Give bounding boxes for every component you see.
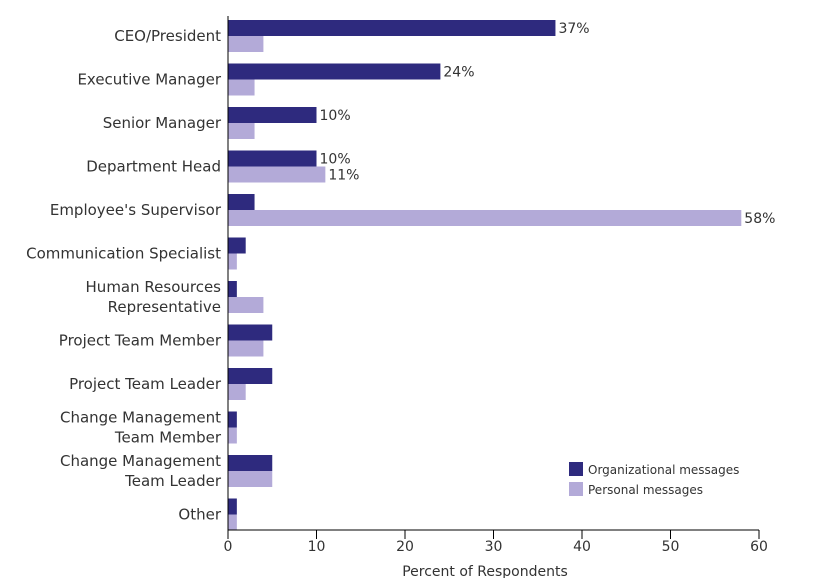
category-label-6-line1: Representative	[108, 298, 221, 316]
bar-personal-2	[228, 123, 255, 139]
x-tick-label-0: 0	[224, 539, 233, 555]
axes: 0 10 20 30 40 50 60	[224, 16, 768, 555]
category-labels: CEO/President Executive Manager Senior Man…	[26, 27, 222, 524]
bar-personal-3	[228, 166, 326, 183]
bar-personal-11	[228, 514, 237, 531]
bar-organizational-11	[228, 498, 237, 515]
bar-organizational-6	[228, 281, 237, 297]
category-label-0: CEO/President	[114, 27, 221, 45]
bar-organizational-4	[228, 194, 255, 210]
category-label-9-line0: Change Management	[60, 409, 221, 427]
category-label-2: Senior Manager	[103, 114, 222, 132]
bar-organizational-5	[228, 237, 246, 254]
value-label-organizational-1: 24%	[443, 65, 474, 81]
bar-personal-4	[228, 210, 742, 226]
bar-personal-8	[228, 384, 246, 400]
category-label-10-line0: Change Management	[60, 452, 221, 470]
value-label-organizational-3: 10%	[320, 152, 351, 168]
x-axis-title: Percent of Respondents	[402, 564, 568, 578]
x-tick-label-1: 10	[308, 539, 326, 555]
category-label-1: Executive Manager	[77, 71, 221, 89]
legend-label-organizational: Organizational messages	[588, 463, 739, 477]
x-tick-label-2: 20	[396, 539, 414, 555]
bar-personal-6	[228, 297, 264, 313]
bar-organizational-1	[228, 63, 441, 80]
category-label-9-line1: Team Member	[114, 429, 222, 447]
category-label-4: Employee's Supervisor	[50, 201, 222, 219]
x-tick-label-5: 50	[662, 539, 680, 555]
legend-swatch-personal	[569, 482, 583, 496]
x-tick-label-4: 40	[573, 539, 591, 555]
bar-personal-10	[228, 471, 273, 487]
x-tick-label-6: 60	[750, 539, 768, 555]
value-labels: 37%24%10%10%11%58%	[320, 21, 776, 227]
bar-personal-1	[228, 79, 255, 96]
bar-organizational-9	[228, 411, 237, 428]
category-label-7: Project Team Member	[59, 332, 222, 350]
category-label-5: Communication Specialist	[26, 245, 221, 263]
bar-organizational-3	[228, 150, 317, 167]
bar-organizational-0	[228, 20, 556, 36]
bar-organizational-2	[228, 107, 317, 123]
x-tick-label-3: 30	[485, 539, 503, 555]
category-label-11: Other	[178, 506, 221, 524]
legend: Organizational messages Personal message…	[569, 462, 739, 497]
bars-layer	[228, 20, 742, 531]
category-label-3: Department Head	[86, 158, 221, 176]
legend-swatch-organizational	[569, 462, 583, 476]
bar-personal-9	[228, 427, 237, 444]
bar-organizational-10	[228, 455, 273, 471]
category-label-10-line1: Team Leader	[124, 472, 222, 490]
category-label-6-line0: Human Resources	[86, 278, 222, 296]
category-label-8: Project Team Leader	[69, 375, 222, 393]
value-label-organizational-0: 37%	[558, 21, 589, 37]
value-label-personal-4: 58%	[744, 211, 775, 227]
legend-label-personal: Personal messages	[588, 483, 703, 497]
value-label-personal-3: 11%	[328, 168, 359, 184]
bar-organizational-8	[228, 368, 273, 384]
bar-personal-5	[228, 253, 237, 270]
bar-personal-0	[228, 36, 264, 52]
bar-personal-7	[228, 340, 264, 357]
bar-organizational-7	[228, 324, 273, 341]
value-label-organizational-2: 10%	[320, 108, 351, 124]
